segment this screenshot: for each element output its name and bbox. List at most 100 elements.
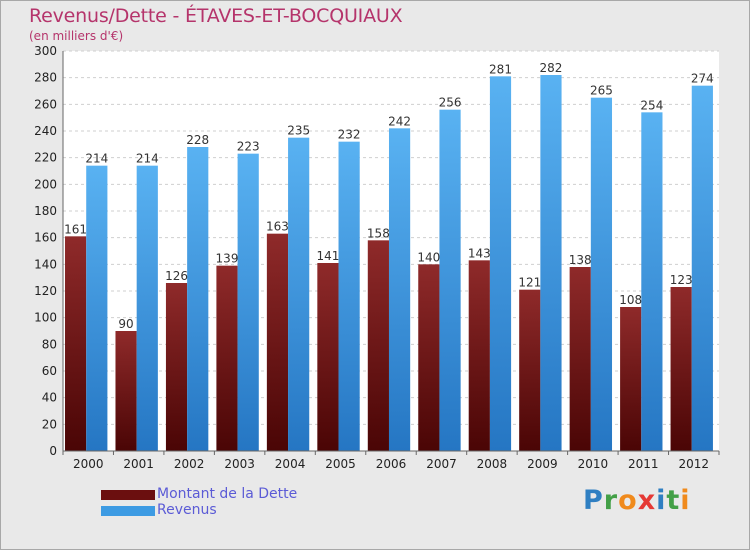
logo-letter: i	[680, 485, 691, 516]
data-label: 282	[540, 61, 563, 75]
logo-letter: t	[666, 485, 681, 516]
logo-letter: r	[603, 485, 619, 516]
x-tick-label: 2005	[325, 457, 356, 471]
bar-dette	[670, 287, 692, 451]
x-tick-label: 2001	[123, 457, 154, 471]
data-labels: 161 214 90 214 126 228 139 223 163 235 141 232 158 24…	[64, 61, 714, 331]
legend-label-dette: Montant de la Dette	[157, 486, 298, 502]
data-label: 265	[590, 84, 613, 98]
data-label: 274	[691, 72, 714, 86]
bar-dette	[165, 283, 188, 451]
y-tick-label: 160	[34, 231, 57, 245]
x-tick-label: 2006	[376, 457, 407, 471]
logo-letter: P	[583, 485, 604, 516]
data-label: 126	[165, 269, 188, 283]
y-tick-label: 0	[49, 444, 57, 458]
data-label: 139	[216, 252, 239, 266]
data-label: 256	[439, 96, 462, 110]
chart-unit-label: (en milliers d'€)	[29, 29, 124, 43]
chart-title: Revenus/Dette - ÉTAVES-ET-BOCQUIAUX	[29, 5, 403, 27]
bar-dette	[115, 331, 137, 451]
data-label: 214	[85, 152, 108, 166]
bar-revenus	[590, 97, 613, 452]
data-label: 228	[186, 133, 209, 147]
bar-revenus	[388, 128, 411, 451]
data-label: 214	[136, 152, 159, 166]
bar-revenus	[86, 165, 108, 451]
x-tick-label: 2011	[628, 457, 659, 471]
proxiti-logo: Proxiti	[583, 485, 691, 516]
y-tick-label: 300	[34, 44, 57, 58]
y-tick-label: 100	[34, 311, 57, 325]
logo-letter: x	[637, 485, 657, 516]
data-label: 90	[118, 317, 133, 331]
axes: 0 20 40 60 80 100 120 140 160 180 200 220 240 260 280 3…	[34, 44, 720, 471]
x-tick-label: 2003	[224, 457, 255, 471]
logo-letter: i	[656, 485, 667, 516]
data-label: 123	[670, 273, 693, 287]
bar-revenus	[540, 75, 562, 451]
data-label: 121	[518, 276, 541, 290]
y-tick-label: 40	[42, 391, 57, 405]
x-tick-label: 2009	[527, 457, 558, 471]
x-tick-label: 2000	[73, 457, 104, 471]
bar-dette	[519, 289, 541, 451]
data-label: 242	[388, 114, 411, 128]
x-tick-label: 2007	[426, 457, 457, 471]
bar-dette	[569, 267, 591, 451]
x-tick-label: 2012	[678, 457, 709, 471]
bar-revenus	[489, 76, 512, 451]
data-label: 138	[569, 253, 592, 267]
data-label: 140	[417, 250, 440, 264]
bar-revenus	[641, 112, 663, 451]
bar-revenus	[187, 147, 209, 451]
legend-label-revenus: Revenus	[157, 502, 217, 518]
bar-revenus	[136, 165, 158, 451]
data-label: 235	[287, 124, 310, 138]
legend-swatch-revenus	[101, 506, 155, 516]
bar-revenus	[288, 137, 310, 451]
y-tick-label: 80	[42, 337, 57, 351]
data-label: 158	[367, 226, 390, 240]
bar-revenus	[691, 85, 713, 452]
y-tick-label: 200	[34, 177, 57, 191]
logo-letter: o	[618, 485, 638, 516]
bar-dette	[620, 307, 642, 451]
y-tick-label: 180	[34, 204, 57, 218]
bar-dette	[367, 240, 389, 451]
bar-dette	[418, 264, 440, 451]
bar-revenus	[338, 141, 360, 451]
data-label: 143	[468, 246, 491, 260]
bar-dette	[468, 260, 490, 451]
data-label: 232	[338, 128, 361, 142]
data-label: 281	[489, 62, 512, 76]
y-tick-label: 60	[42, 364, 57, 378]
bar-revenus	[237, 153, 259, 451]
y-tick-label: 260	[34, 97, 57, 111]
y-tick-label: 20	[42, 417, 57, 431]
data-label: 108	[619, 293, 642, 307]
data-label: 161	[64, 222, 87, 236]
y-tick-label: 120	[34, 284, 57, 298]
bar-dette	[266, 233, 289, 451]
x-tick-label: 2008	[477, 457, 508, 471]
y-tick-label: 280	[34, 71, 57, 85]
bar-dette	[65, 236, 87, 451]
data-label: 223	[237, 140, 260, 154]
data-label: 254	[640, 98, 663, 112]
y-tick-label: 140	[34, 257, 57, 271]
x-tick-label: 2002	[174, 457, 205, 471]
x-tick-label: 2004	[275, 457, 306, 471]
y-tick-label: 220	[34, 151, 57, 165]
legend-swatch-dette	[101, 490, 155, 500]
data-label: 141	[316, 249, 339, 263]
y-tick-label: 240	[34, 124, 57, 138]
x-tick-label: 2010	[578, 457, 609, 471]
bar-dette	[317, 263, 339, 451]
bar-dette	[216, 265, 238, 451]
data-label: 163	[266, 220, 289, 234]
bar-revenus	[439, 109, 461, 452]
bars	[65, 75, 713, 452]
